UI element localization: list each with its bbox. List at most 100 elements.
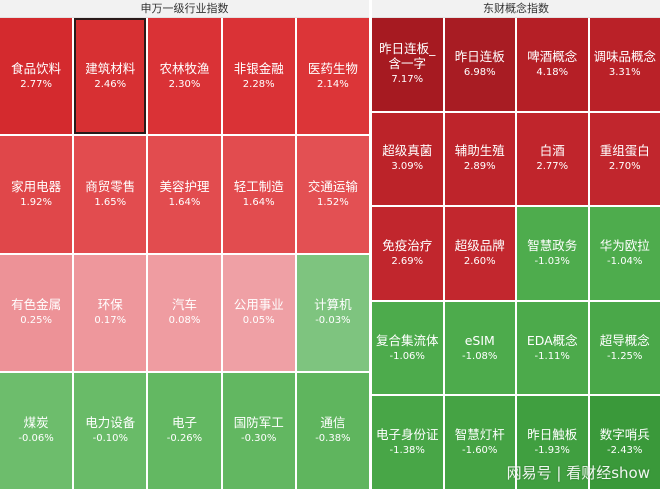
industry-tile-name: 计算机: [314, 297, 352, 313]
industry-tile-change: 0.17%: [94, 315, 127, 327]
concept-tile-name: 超导概念: [599, 332, 650, 348]
industry-tile-change: -0.26%: [166, 433, 203, 445]
industry-tile-name: 交通运输: [307, 178, 358, 194]
industry-tile[interactable]: 汽车 0.08%: [148, 254, 221, 371]
concept-tile[interactable]: 辅助生殖 2.89%: [444, 112, 515, 206]
industry-tile-name: 非银金融: [233, 60, 284, 76]
industry-tile-change: -0.10%: [92, 433, 128, 445]
em-concept-heatmap: 昨日连板_含一字 7.17% 昨日连板 6.98% 啤酒概念 4.18% 调味品概念 3.31…: [372, 18, 660, 489]
industry-tile[interactable]: 通信 -0.38%: [296, 372, 369, 489]
concept-tile[interactable]: 华为欧拉 -1.04%: [589, 207, 660, 300]
industry-tile-name: 商贸零售: [85, 178, 136, 194]
concept-tile-change: -1.11%: [534, 350, 570, 362]
concept-tile[interactable]: 重组蛋白 2.70%: [589, 112, 660, 206]
industry-tile-change: 2.30%: [168, 78, 201, 90]
industry-tile[interactable]: 医药生物 2.14%: [296, 18, 369, 135]
industry-tile-name: 建筑材料: [85, 60, 136, 76]
concept-tile[interactable]: 智慧政务 -1.03%: [517, 207, 588, 300]
concept-tile[interactable]: 啤酒概念 4.18%: [517, 18, 588, 111]
concept-tile[interactable]: 超导概念 -1.25%: [589, 301, 660, 395]
industry-tile-name: 有色金属: [11, 297, 62, 313]
concept-tile-change: -1.04%: [607, 255, 643, 267]
panel-divider: [369, 0, 372, 489]
concept-tile-change: -1.03%: [534, 255, 570, 267]
sw-industry-panel: 申万一级行业指数 食品饮料 2.77% 建筑材料 2.46% 农林牧渔 2.30% 非银金融…: [0, 0, 369, 489]
concept-tile-name: 超级真菌: [382, 143, 433, 159]
concept-tile-change: 3.31%: [608, 66, 641, 78]
concept-tile[interactable]: 昨日连板_含一字 7.17%: [372, 18, 443, 111]
concept-tile-change: 7.17%: [391, 74, 424, 86]
sw-industry-panel-title: 申万一级行业指数: [0, 0, 369, 18]
industry-tile[interactable]: 家用电器 1.92%: [0, 136, 73, 253]
industry-tile-change: 2.46%: [94, 78, 127, 90]
industry-tile[interactable]: 国防军工 -0.30%: [222, 372, 295, 489]
concept-tile[interactable]: eSIM -1.08%: [444, 301, 515, 395]
industry-tile[interactable]: 电子 -0.26%: [148, 372, 221, 489]
industry-tile[interactable]: 商贸零售 1.65%: [74, 136, 147, 253]
industry-tile-change: 1.65%: [94, 196, 127, 208]
industry-tile[interactable]: 非银金融 2.28%: [222, 18, 295, 135]
industry-tile[interactable]: 环保 0.17%: [74, 254, 147, 371]
concept-tile-change: -1.06%: [389, 350, 425, 362]
industry-tile[interactable]: 电力设备 -0.10%: [74, 372, 147, 489]
industry-tile-change: 1.64%: [242, 196, 275, 208]
concept-tile-change: 6.98%: [463, 66, 496, 78]
concept-tile-change: 4.18%: [536, 66, 569, 78]
industry-tile[interactable]: 煤炭 -0.06%: [0, 372, 73, 489]
concept-tile-name: 超级品牌: [454, 237, 505, 253]
industry-tile[interactable]: 食品饮料 2.77%: [0, 18, 73, 135]
industry-tile-change: -0.30%: [241, 433, 277, 445]
watermark-text: 网易号 | 看财经show: [506, 464, 650, 482]
industry-tile-name: 环保: [97, 297, 123, 313]
concept-tile-change: -1.08%: [462, 350, 498, 362]
concept-tile[interactable]: 智慧灯杆 -1.60%: [444, 396, 515, 489]
industry-tile-name: 国防军工: [233, 415, 284, 431]
industry-tile-change: 2.14%: [317, 78, 349, 90]
concept-tile[interactable]: 免疫治疗 2.69%: [372, 207, 443, 300]
concept-tile-change: 2.70%: [608, 161, 641, 173]
industry-tile-change: 0.08%: [168, 315, 201, 327]
concept-tile-change: -2.43%: [607, 445, 643, 457]
concept-tile-name: 华为欧拉: [599, 237, 650, 253]
concept-tile-name: 调味品概念: [593, 48, 656, 64]
concept-tile[interactable]: 调味品概念 3.31%: [589, 18, 660, 111]
industry-tile-change: 1.52%: [317, 196, 349, 208]
industry-tile[interactable]: 轻工制造 1.64%: [222, 136, 295, 253]
industry-tile-name: 家用电器: [11, 178, 62, 194]
concept-tile[interactable]: 超级真菌 3.09%: [372, 112, 443, 206]
industry-tile-change: 2.28%: [242, 78, 275, 90]
concept-tile[interactable]: 白酒 2.77%: [517, 112, 588, 206]
concept-tile-name: 智慧灯杆: [454, 427, 505, 443]
industry-tile[interactable]: 建筑材料 2.46%: [74, 18, 147, 135]
industry-tile[interactable]: 交通运输 1.52%: [296, 136, 369, 253]
industry-tile[interactable]: 有色金属 0.25%: [0, 254, 73, 371]
concept-tile-name: 昨日触板: [527, 427, 578, 443]
concept-tile[interactable]: 电子身份证 -1.38%: [372, 396, 443, 489]
concept-tile-name: 重组蛋白: [599, 143, 650, 159]
concept-tile-change: 2.60%: [463, 255, 496, 267]
concept-tile[interactable]: 昨日触板 -1.93%: [517, 396, 588, 489]
industry-tile-name: 农林牧渔: [159, 60, 210, 76]
industry-tile-name: 美容护理: [159, 178, 210, 194]
concept-tile-change: 2.69%: [391, 255, 424, 267]
industry-tile[interactable]: 美容护理 1.64%: [148, 136, 221, 253]
concept-tile-change: -1.60%: [462, 445, 498, 457]
industry-tile-name: 汽车: [171, 297, 197, 313]
industry-tile[interactable]: 公用事业 0.05%: [222, 254, 295, 371]
industry-tile-name: 电子: [171, 415, 197, 431]
concept-tile-name: 复合集流体: [375, 332, 439, 348]
industry-tile-name: 通信: [320, 415, 346, 431]
industry-tile[interactable]: 农林牧渔 2.30%: [148, 18, 221, 135]
concept-tile[interactable]: 数字哨兵 -2.43%: [589, 396, 660, 489]
industry-tile-name: 轻工制造: [233, 178, 284, 194]
concept-tile-change: 3.09%: [391, 161, 424, 173]
industry-tile-change: 1.64%: [168, 196, 201, 208]
industry-tile[interactable]: 计算机 -0.03%: [296, 254, 369, 371]
concept-tile[interactable]: 昨日连板 6.98%: [444, 18, 515, 111]
concept-tile-change: -1.25%: [607, 350, 643, 362]
industry-tile-change: 2.77%: [20, 78, 52, 90]
concept-tile[interactable]: 复合集流体 -1.06%: [372, 301, 443, 395]
concept-tile[interactable]: 超级品牌 2.60%: [444, 207, 515, 300]
concept-tile[interactable]: EDA概念 -1.11%: [517, 301, 588, 395]
concept-tile-name: 辅助生殖: [454, 143, 505, 159]
